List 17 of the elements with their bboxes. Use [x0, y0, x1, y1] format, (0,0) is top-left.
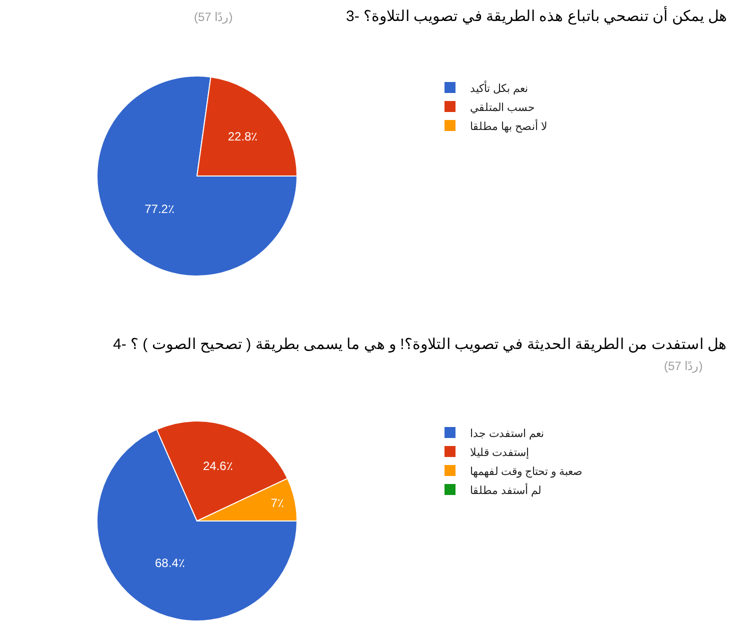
chart-subtitle: (57 ردًا)	[194, 10, 233, 24]
data-label: 77.2٪	[144, 202, 174, 216]
chart-title: 3- هل يمكن أن تنصحي باتباع هذه الطريقة في تصويب التلاوة؟	[346, 6, 728, 25]
legend-label: لم أستفد مطلقا	[470, 482, 542, 497]
legend-label: حسب المتلقي	[470, 102, 536, 114]
data-label: 24.6٪	[202, 458, 232, 473]
legend-label: نعم استفدت جدا	[470, 428, 544, 440]
legend-label: لا أنصح بها مطلقا	[470, 118, 548, 133]
legend-label: صعبة و تحتاج وقت لفهمها	[470, 466, 582, 478]
legend-label: إستفدت قليلا	[470, 446, 530, 459]
text: (57 ردًا)	[664, 359, 703, 373]
data-label: 7٪	[270, 496, 284, 510]
data-label: 68.4٪	[155, 556, 184, 570]
chart-title: 4- هل استفدت من الطريقة الحديثة في تصويب التلاوة؟! و هي ما يسمى بطريقة ( تصحيح الصوت ) ؟	[113, 336, 727, 353]
legend-label: نعم بكل تأكيد	[470, 80, 528, 95]
data-label: 22.8٪	[228, 129, 258, 144]
pie-slice	[96, 76, 298, 276]
